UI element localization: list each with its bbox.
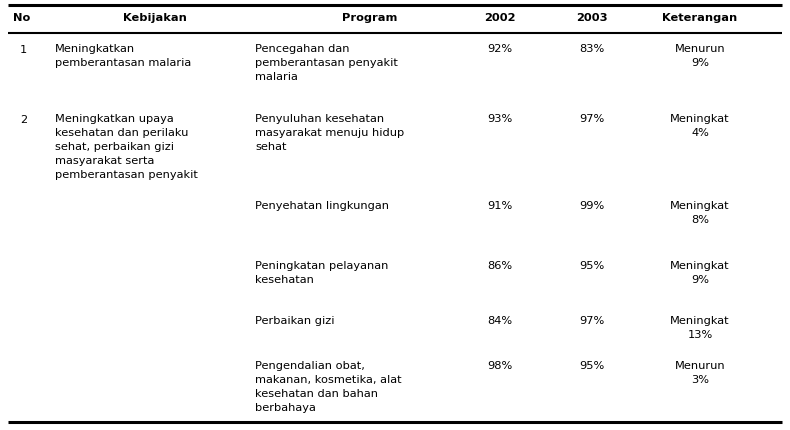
- Text: Menurun
3%: Menurun 3%: [675, 361, 725, 385]
- Text: 86%: 86%: [487, 261, 513, 271]
- Text: Menurun
9%: Menurun 9%: [675, 44, 725, 68]
- Text: Meningkatkan
pemberantasan malaria: Meningkatkan pemberantasan malaria: [55, 44, 191, 68]
- Text: Meningkat
9%: Meningkat 9%: [670, 261, 730, 285]
- Text: Meningkatkan upaya
kesehatan dan perilaku
sehat, perbaikan gizi
masyarakat serta: Meningkatkan upaya kesehatan dan perilak…: [55, 114, 198, 180]
- Text: 2002: 2002: [484, 13, 516, 23]
- Text: 97%: 97%: [579, 316, 604, 326]
- Text: 91%: 91%: [487, 201, 513, 211]
- Text: Penyuluhan kesehatan
masyarakat menuju hidup
sehat: Penyuluhan kesehatan masyarakat menuju h…: [255, 114, 404, 152]
- Text: Meningkat
8%: Meningkat 8%: [670, 201, 730, 225]
- Text: 84%: 84%: [487, 316, 513, 326]
- Text: 2003: 2003: [576, 13, 608, 23]
- Text: Keterangan: Keterangan: [662, 13, 738, 23]
- Text: Meningkat
4%: Meningkat 4%: [670, 114, 730, 138]
- Text: 95%: 95%: [579, 361, 604, 371]
- Text: 83%: 83%: [579, 44, 604, 54]
- Text: Kebijakan: Kebijakan: [123, 13, 187, 23]
- Text: 97%: 97%: [579, 114, 604, 124]
- Text: 2: 2: [20, 115, 27, 125]
- Text: Pencegahan dan
pemberantasan penyakit
malaria: Pencegahan dan pemberantasan penyakit ma…: [255, 44, 398, 82]
- Text: Perbaikan gizi: Perbaikan gizi: [255, 316, 334, 326]
- Text: 99%: 99%: [579, 201, 604, 211]
- Text: 98%: 98%: [487, 361, 513, 371]
- Text: Meningkat
13%: Meningkat 13%: [670, 316, 730, 340]
- Text: Peningkatan pelayanan
kesehatan: Peningkatan pelayanan kesehatan: [255, 261, 389, 285]
- Text: Penyehatan lingkungan: Penyehatan lingkungan: [255, 201, 389, 211]
- Text: 93%: 93%: [487, 114, 513, 124]
- Text: Pengendalian obat,
makanan, kosmetika, alat
kesehatan dan bahan
berbahaya: Pengendalian obat, makanan, kosmetika, a…: [255, 361, 401, 413]
- Text: No: No: [13, 13, 31, 23]
- Text: 95%: 95%: [579, 261, 604, 271]
- Text: 92%: 92%: [487, 44, 513, 54]
- Text: Program: Program: [342, 13, 397, 23]
- Text: 1: 1: [20, 45, 27, 55]
